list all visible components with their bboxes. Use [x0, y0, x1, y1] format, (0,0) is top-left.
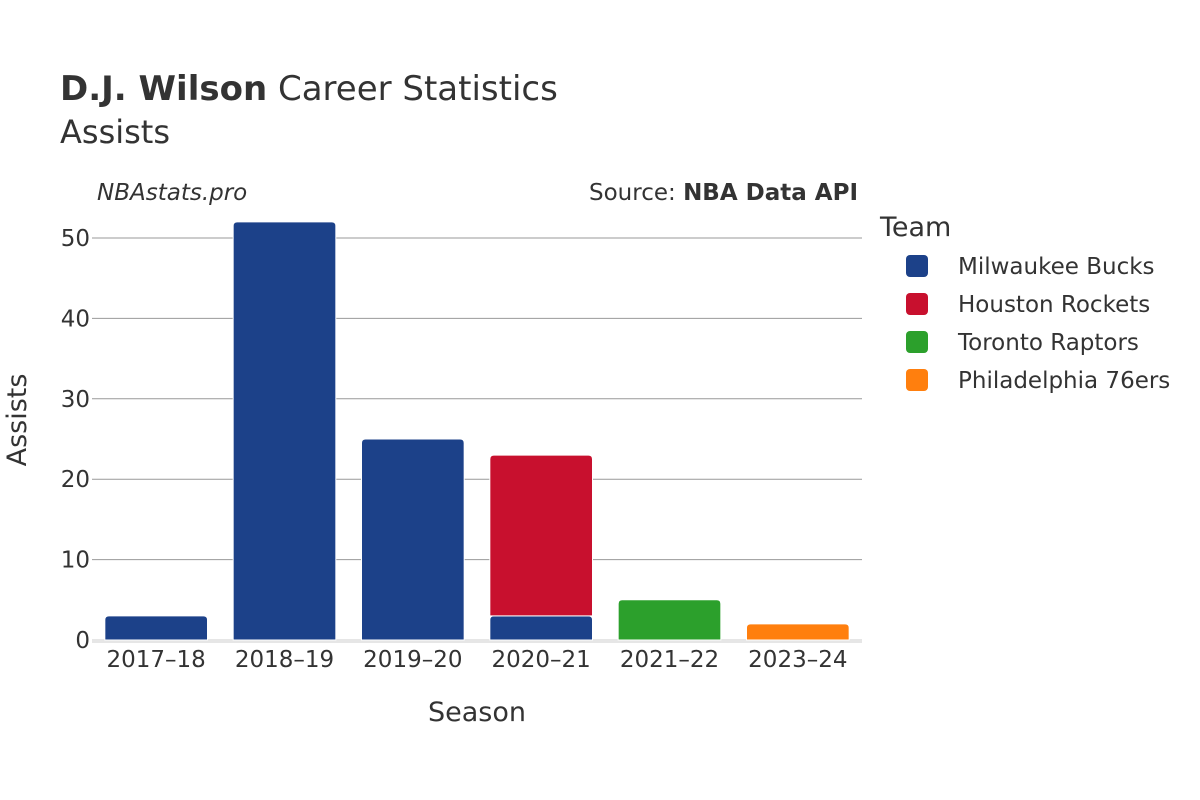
x-axis-ticks: 2017–18 2018–19 2019–20 2020–21 2021–22 2023–… [107, 647, 848, 673]
x-tick-label: 2020–21 [492, 647, 591, 673]
x-tick-label: 2017–18 [107, 647, 206, 673]
gridlines [92, 237, 862, 643]
bars [104, 221, 850, 641]
legend: Milwaukee Bucks Houston Rockets Toronto Ra… [906, 254, 1170, 394]
y-tick-label: 40 [61, 306, 90, 332]
y-tick-label: 30 [61, 387, 90, 413]
x-axis-title: Season [428, 697, 526, 728]
y-axis-ticks: 0 10 20 30 40 50 [61, 226, 90, 654]
bar [489, 454, 593, 617]
credit-text: NBAstats.pro [97, 180, 247, 206]
bar [232, 221, 337, 641]
chart-subtitle: Assists [60, 113, 170, 151]
y-axis-title: Assists [2, 374, 33, 467]
bar [104, 615, 208, 641]
legend-swatch [906, 255, 928, 277]
x-tick-label: 2019–20 [363, 647, 462, 673]
chart-title: D.J. Wilson Career Statistics [60, 69, 558, 109]
source-text: Source: NBA Data API [589, 180, 858, 206]
bar [746, 623, 850, 641]
y-tick-label: 0 [75, 628, 90, 654]
legend-label: Philadelphia 76ers [958, 368, 1170, 394]
legend-label: Toronto Raptors [957, 330, 1139, 356]
legend-title: Team [879, 212, 951, 243]
bar [489, 615, 593, 641]
x-tick-label: 2018–19 [235, 647, 334, 673]
x-tick-label: 2023–24 [748, 647, 847, 673]
legend-label: Houston Rockets [958, 292, 1150, 318]
y-tick-label: 20 [61, 467, 90, 493]
bar [617, 599, 722, 641]
legend-swatch [906, 331, 928, 353]
bar [361, 438, 465, 641]
y-tick-label: 50 [61, 226, 90, 252]
y-tick-label: 10 [61, 548, 90, 574]
legend-swatch [906, 293, 928, 315]
legend-swatch [906, 369, 928, 391]
legend-label: Milwaukee Bucks [958, 254, 1155, 280]
x-tick-label: 2021–22 [620, 647, 719, 673]
